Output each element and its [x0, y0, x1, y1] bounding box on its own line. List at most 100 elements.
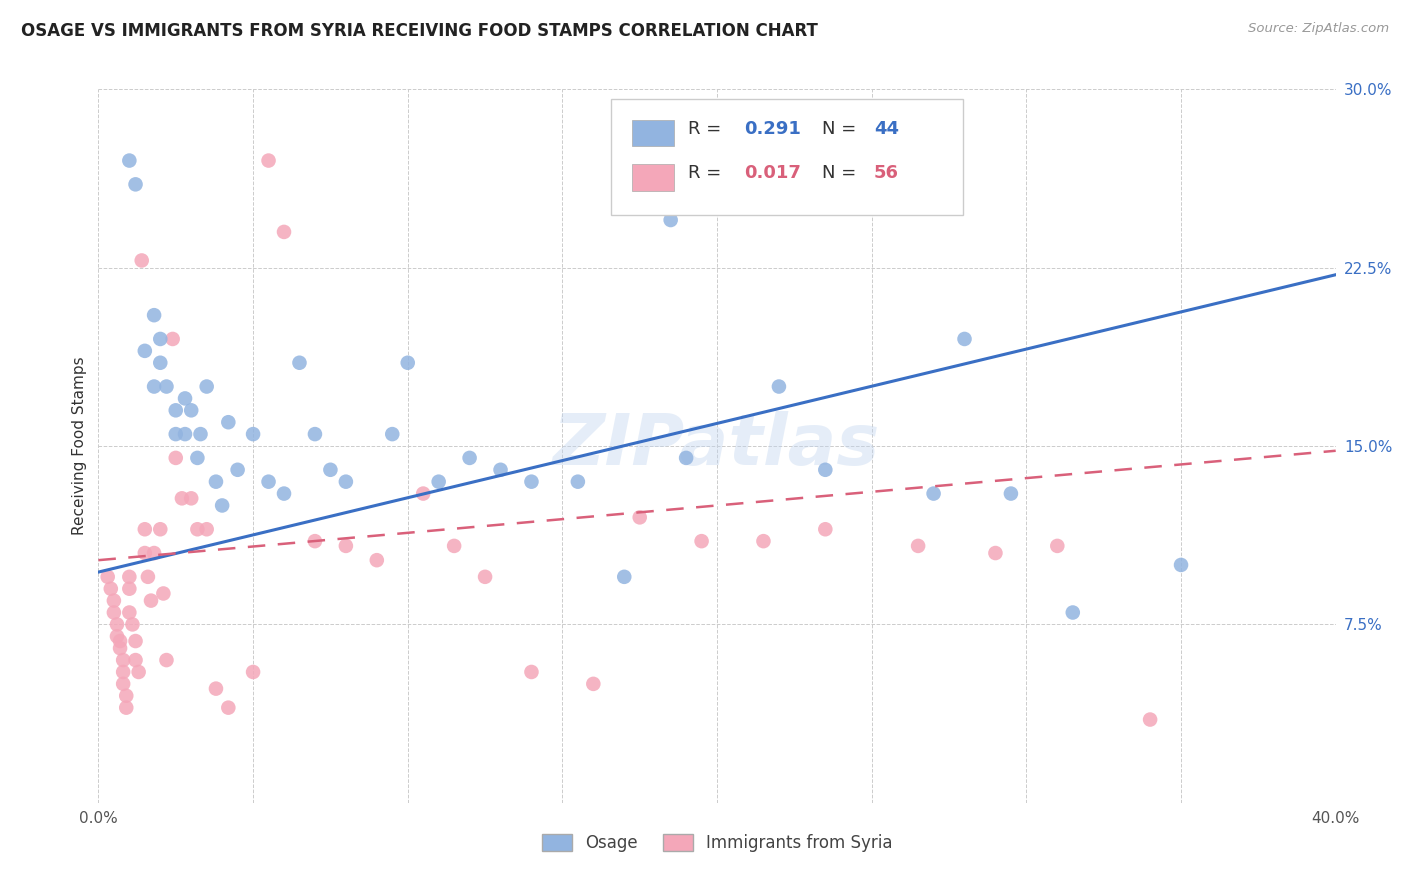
Point — [97, 570, 120, 584]
Point — [907, 539, 929, 553]
Point — [112, 665, 135, 679]
Point — [128, 665, 150, 679]
Text: R =: R = — [689, 164, 727, 182]
Point — [139, 593, 162, 607]
Point — [134, 546, 156, 560]
Point — [489, 463, 512, 477]
Text: R =: R = — [689, 120, 727, 137]
Point — [474, 570, 496, 584]
Point — [121, 617, 143, 632]
Point — [149, 356, 172, 370]
Point — [319, 463, 342, 477]
Point — [412, 486, 434, 500]
Point — [165, 403, 187, 417]
Text: N =: N = — [823, 164, 862, 182]
Text: N =: N = — [823, 120, 862, 137]
Text: Source: ZipAtlas.com: Source: ZipAtlas.com — [1249, 22, 1389, 36]
Point — [115, 689, 138, 703]
Point — [675, 450, 697, 465]
Point — [103, 606, 125, 620]
Point — [814, 463, 837, 477]
Point — [257, 475, 280, 489]
Point — [143, 308, 166, 322]
Point — [752, 534, 775, 549]
Point — [304, 534, 326, 549]
Point — [396, 356, 419, 370]
Point — [567, 475, 589, 489]
Point — [118, 153, 141, 168]
Point — [170, 491, 193, 506]
Point — [217, 415, 239, 429]
Point — [953, 332, 976, 346]
Point — [118, 582, 141, 596]
Point — [366, 553, 388, 567]
Point — [162, 332, 184, 346]
Text: ZIPatlas: ZIPatlas — [554, 411, 880, 481]
Point — [335, 539, 357, 553]
Point — [112, 677, 135, 691]
Point — [124, 653, 146, 667]
Point — [288, 356, 311, 370]
Point — [1170, 558, 1192, 572]
Point — [100, 582, 122, 596]
Point — [105, 629, 128, 643]
Point — [458, 450, 481, 465]
Text: 56: 56 — [875, 164, 898, 182]
Point — [381, 427, 404, 442]
Point — [520, 665, 543, 679]
Point — [190, 427, 212, 442]
Point — [180, 403, 202, 417]
Point — [211, 499, 233, 513]
Point — [134, 522, 156, 536]
Point — [1046, 539, 1069, 553]
Point — [613, 570, 636, 584]
Text: 0.291: 0.291 — [745, 120, 801, 137]
Point — [304, 427, 326, 442]
Y-axis label: Receiving Food Stamps: Receiving Food Stamps — [72, 357, 87, 535]
Point — [186, 522, 208, 536]
Point — [922, 486, 945, 500]
Point — [273, 486, 295, 500]
Point — [195, 522, 218, 536]
Point — [149, 332, 172, 346]
Point — [1062, 606, 1084, 620]
Point — [149, 522, 172, 536]
Point — [165, 450, 187, 465]
Point — [257, 153, 280, 168]
Point — [205, 681, 228, 696]
Point — [165, 427, 187, 442]
Point — [984, 546, 1007, 560]
Point — [226, 463, 249, 477]
Point — [108, 641, 131, 656]
Point — [136, 570, 159, 584]
Point — [174, 427, 197, 442]
Point — [1000, 486, 1022, 500]
Point — [242, 427, 264, 442]
Point — [118, 606, 141, 620]
Point — [115, 700, 138, 714]
Point — [155, 379, 177, 393]
Point — [152, 586, 174, 600]
Point — [195, 379, 218, 393]
Point — [124, 178, 146, 192]
Point — [118, 570, 141, 584]
Point — [520, 475, 543, 489]
Point — [628, 510, 651, 524]
Text: OSAGE VS IMMIGRANTS FROM SYRIA RECEIVING FOOD STAMPS CORRELATION CHART: OSAGE VS IMMIGRANTS FROM SYRIA RECEIVING… — [21, 22, 818, 40]
Point — [814, 522, 837, 536]
Point — [427, 475, 450, 489]
Point — [143, 379, 166, 393]
Point — [1139, 713, 1161, 727]
Point — [105, 617, 128, 632]
Point — [174, 392, 197, 406]
Point — [143, 546, 166, 560]
Point — [186, 450, 208, 465]
Point — [131, 253, 153, 268]
Point — [103, 593, 125, 607]
Point — [443, 539, 465, 553]
Point — [690, 534, 713, 549]
Text: 0.017: 0.017 — [745, 164, 801, 182]
Point — [108, 634, 131, 648]
Legend: Osage, Immigrants from Syria: Osage, Immigrants from Syria — [536, 827, 898, 859]
Point — [242, 665, 264, 679]
